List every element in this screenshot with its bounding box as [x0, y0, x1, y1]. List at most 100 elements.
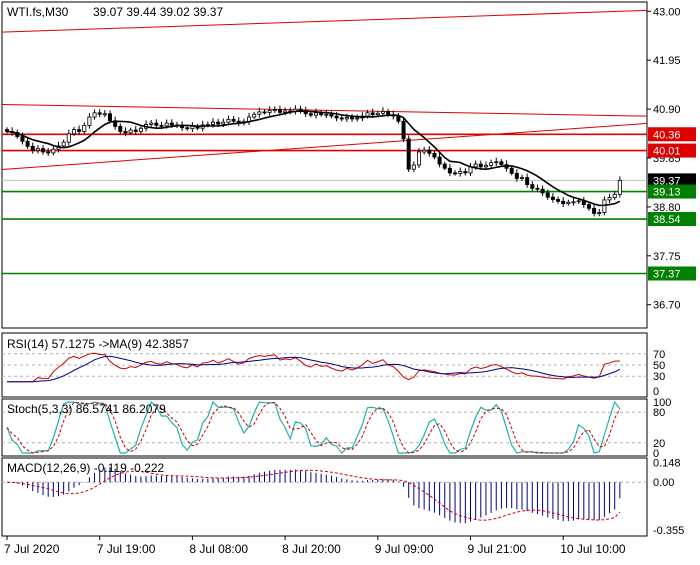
trend-line: [2, 9, 647, 33]
price-tick-label: 36.70: [653, 300, 681, 312]
candle-body: [355, 117, 360, 120]
candle-body: [169, 122, 174, 126]
candle-body: [442, 163, 447, 169]
time-tick-label: 8 Jul 20:00: [282, 542, 341, 556]
candle-body: [411, 164, 416, 170]
rsi-tick-label: 0: [653, 386, 659, 398]
candle-body: [87, 116, 92, 126]
candle-body: [226, 118, 231, 123]
candle-body: [612, 193, 617, 198]
candle-body: [164, 122, 169, 127]
macd-header: MACD(12,26,9) -0.119 -0.222: [7, 461, 165, 475]
stoch-header: Stoch(5,3,3) 86.5741 86.2079: [7, 402, 166, 416]
macd-tick-label: 0.148: [653, 457, 681, 469]
candle-body: [128, 129, 133, 134]
candle-body: [339, 117, 344, 120]
price-label-text: 40.36: [653, 129, 681, 141]
candle-body: [463, 171, 468, 174]
price-tick-label: 41.95: [653, 55, 681, 67]
price-tick-label: 43.00: [653, 6, 681, 18]
macd-tick-label: 0.00: [653, 477, 674, 489]
candle-body: [478, 163, 483, 168]
candle-body: [561, 200, 566, 205]
candle-body: [77, 129, 82, 132]
candle-body: [267, 110, 272, 113]
stoch-tick-label: 100: [653, 397, 671, 409]
candle-body: [550, 196, 555, 200]
candle-body: [386, 111, 391, 116]
candle-body: [30, 145, 35, 151]
candle-body: [473, 163, 478, 168]
rsi-line: [7, 352, 620, 383]
candle-body: [118, 125, 123, 132]
candle-body: [545, 192, 550, 198]
candle-body: [231, 118, 236, 122]
candle-body: [92, 112, 97, 118]
candle-body: [344, 117, 349, 120]
candle-body: [324, 113, 329, 116]
moving-average: [6, 110, 621, 207]
candle-body: [46, 151, 51, 154]
candle-body: [138, 127, 143, 132]
panel-headers: WTI.fs,M30 39.07 39.44 39.02 39.37 RSI(1…: [7, 5, 223, 475]
candle-body: [571, 201, 576, 204]
price-label-text: 37.37: [653, 269, 681, 281]
candle-body: [566, 201, 571, 205]
candle-body: [406, 138, 411, 170]
panel-frames: [1, 1, 648, 537]
candle-body: [35, 148, 40, 151]
price-label-text: 38.54: [653, 214, 681, 226]
price-tick-label: 37.75: [653, 251, 681, 263]
candles: [5, 105, 622, 217]
price-tick-label: 40.90: [653, 104, 681, 116]
candle-body: [108, 113, 113, 122]
candle-body: [607, 197, 612, 201]
candle-body: [252, 113, 257, 118]
candle-body: [401, 120, 406, 140]
candle-body: [525, 177, 530, 185]
candle-body: [370, 112, 375, 116]
candle-body: [71, 129, 76, 135]
candle-body: [458, 171, 463, 174]
price-label-box: [648, 212, 696, 227]
candle-body: [540, 188, 545, 194]
candle-body: [514, 172, 519, 179]
time-tick-label: 9 Jul 21:00: [468, 542, 527, 556]
trend-line: [2, 122, 647, 170]
candle-body: [185, 127, 190, 130]
candle-body: [422, 149, 427, 153]
time-tick-label: 10 Jul 10:00: [560, 542, 626, 556]
candle-body: [350, 117, 355, 120]
price-label-box: [648, 184, 696, 199]
candle-body: [133, 129, 138, 132]
candle-body: [51, 148, 56, 154]
candle-body: [447, 167, 452, 174]
rsi-tick-label: 50: [653, 360, 665, 372]
macd-signal-line: [6, 469, 621, 521]
candle-body: [556, 199, 561, 202]
candle-body: [380, 111, 385, 114]
candle-body: [149, 122, 154, 125]
chart-ohlc-header: 39.07 39.44 39.02 39.37: [93, 5, 223, 19]
price-label-box: [648, 143, 696, 158]
candle-body: [416, 151, 421, 166]
candle-body: [25, 140, 30, 147]
candle-body: [509, 167, 514, 174]
candle-body: [489, 162, 494, 166]
candle-body: [329, 113, 334, 117]
candle-body: [82, 125, 87, 132]
candle-body: [308, 113, 313, 116]
candle-body: [576, 200, 581, 203]
candle-body: [102, 113, 107, 116]
candle-body: [272, 109, 277, 111]
candle-body: [427, 149, 432, 154]
rsi-frame: [1, 332, 648, 398]
candle-body: [375, 112, 380, 116]
candle-body: [262, 111, 267, 114]
rsi-tick-label: 30: [653, 371, 665, 383]
stoch-tick-label: 20: [653, 438, 665, 450]
candle-body: [190, 125, 195, 130]
chart-symbol-header: WTI.fs,M30: [7, 5, 69, 19]
